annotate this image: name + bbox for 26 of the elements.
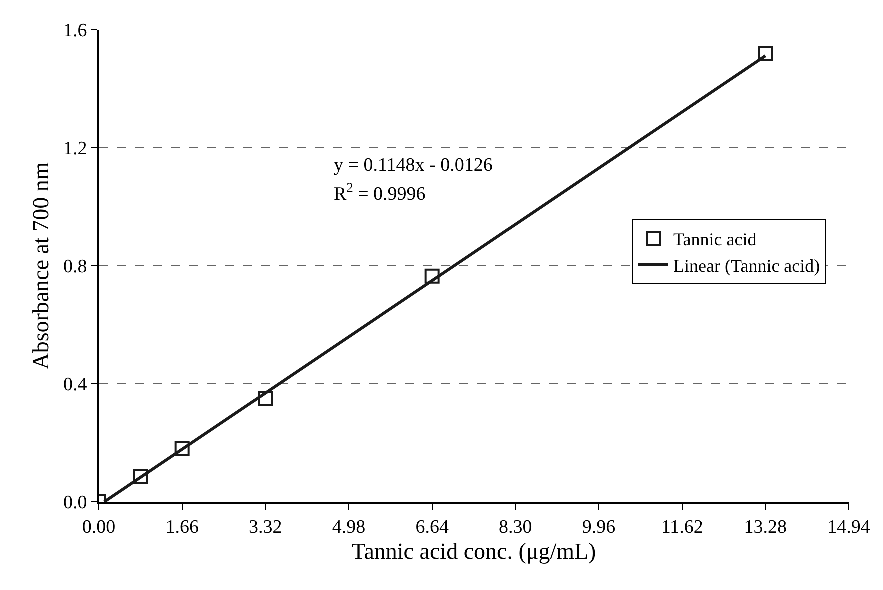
y-tick-label: 0.0 [63, 492, 88, 514]
x-tick-label: 14.94 [828, 516, 871, 538]
x-tick-label: 4.98 [332, 516, 366, 538]
x-tick-label: 1.66 [166, 516, 199, 538]
point [133, 469, 148, 484]
annotation: y = 0.1148x - 0.0126 [334, 155, 493, 176]
x-tick-label: 9.96 [582, 516, 616, 538]
y-axis-title: Absorbance at 700 nm [28, 162, 54, 370]
point [424, 268, 440, 284]
x-tick-label: 13.28 [744, 516, 788, 538]
point [758, 46, 774, 62]
x-tick-label: 3.32 [249, 516, 282, 538]
annotation: R$^{2}$ = 0.9996 [334, 180, 426, 205]
y-tick-label: 0.8 [63, 256, 88, 278]
x-tick-label: 6.64 [416, 516, 450, 538]
x-tick-label: 0.00 [82, 516, 116, 538]
x-tick-label: 8.30 [499, 516, 532, 538]
legend-label: Linear (Tannic acid) [674, 256, 820, 276]
y-tick-label: 0.4 [63, 374, 88, 396]
x-axis-title: Tannic acid conc. (μg/mL) [352, 538, 596, 564]
point [258, 391, 274, 406]
y-tick-label: 1.6 [63, 20, 88, 42]
point [174, 441, 190, 456]
y-tick-label: 1.2 [63, 138, 88, 160]
x-tick-label: 11.62 [661, 516, 704, 538]
legend-label: Tannic acid [674, 230, 757, 250]
